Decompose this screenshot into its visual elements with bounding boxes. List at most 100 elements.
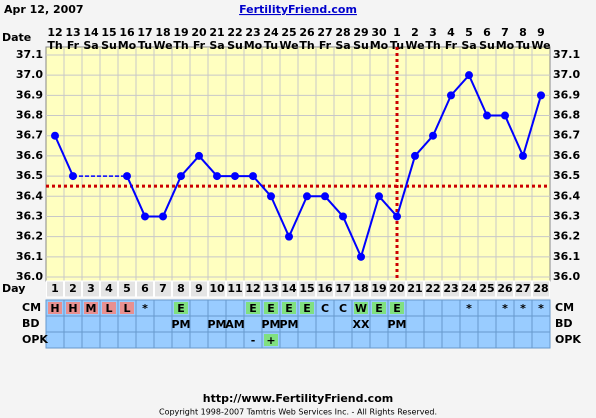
y-tick-label: 36.7 [16,129,43,142]
date: 18 [155,26,170,39]
day-cell [244,280,262,298]
day-number: 26 [497,282,513,295]
weekday: Fr [67,39,80,52]
cell-text: W [355,302,367,315]
date: 28 [335,26,350,39]
temperature-point [177,172,185,181]
day-cell [172,280,190,298]
weekday: Th [173,39,188,52]
day-number: 19 [371,282,386,295]
temperature-point [321,192,329,201]
site-link[interactable]: FertilityFriend.com [239,3,357,16]
day-cell [262,280,280,298]
weekday: Th [425,39,440,52]
weekday: Mo [496,39,515,52]
date: 26 [299,26,315,39]
y-tick-label-right: 36.5 [553,169,580,182]
day-cell [532,280,550,298]
weekday: Tu [138,39,152,52]
temperature-point [303,192,311,201]
day-number: 15 [299,282,314,295]
cell-highlight [66,302,80,314]
y-tick-label: 36.9 [16,88,43,101]
cell-text: H [50,302,59,315]
weekday: Mo [370,39,389,52]
y-tick-label-right: 36.2 [553,230,580,243]
temperature-point [51,131,59,140]
cell-highlight [264,334,278,346]
weekday: Fr [445,39,458,52]
temperature-point [501,111,509,120]
temperature-point [483,111,491,120]
cell-highlight [264,302,278,314]
weekday: Sa [461,39,476,52]
y-tick-label: 36.0 [16,270,43,283]
temperature-point [411,151,419,160]
cell-text: * [466,302,472,315]
date: 21 [209,26,224,39]
date: 22 [227,26,242,39]
temperature-point [213,172,221,181]
cell-text: E [375,302,383,315]
date: 8 [519,26,527,39]
date-label: Date [2,31,31,44]
day-number: 9 [195,282,203,295]
cell-text: E [285,302,293,315]
date: 9 [537,26,545,39]
date: 13 [65,26,80,39]
day-label: Day [2,282,25,295]
y-tick-label-right: 36.7 [553,129,580,142]
cell-text: E [249,302,257,315]
temperature-point [231,172,239,181]
day-cell [154,280,172,298]
date: 4 [447,26,455,39]
day-number: 21 [407,282,422,295]
day-number: 6 [141,282,149,295]
y-tick-label-right: 36.3 [553,209,580,222]
footer-url: http://www.FertilityFriend.com [203,392,393,405]
cell-text: L [123,302,130,315]
day-cell [190,280,208,298]
y-tick-label: 36.4 [16,189,43,202]
y-tick-label-right: 37.1 [553,48,580,61]
weekday: We [405,39,424,52]
day-number: 2 [69,282,77,295]
cell-text: PM [261,318,280,331]
date: 3 [429,26,437,39]
day-cell [388,280,406,298]
date: 12 [47,26,62,39]
y-tick-label: 36.1 [16,250,43,263]
cell-text: E [393,302,401,315]
day-cell [406,280,424,298]
cell-text: E [303,302,311,315]
row-label: BD [22,317,40,330]
cell-text: E [267,302,275,315]
cell-text: PM [279,318,298,331]
temperature-point [267,192,275,201]
cell-text: L [105,302,112,315]
cell-text: AM [225,318,244,331]
temperature-point [339,212,347,221]
cell-text: PM [207,318,226,331]
y-tick-label: 37.0 [16,68,43,81]
cell-text: * [520,302,526,315]
temperature-point [195,151,203,160]
temperature-point [447,91,455,100]
y-tick-label-right: 36.4 [553,189,580,202]
day-number: 5 [123,282,131,295]
day-number: 10 [209,282,225,295]
cell-text: H [68,302,77,315]
day-cell [442,280,460,298]
cell-text: E [177,302,185,315]
cell-text: M [86,302,97,315]
cell-text: PM [171,318,190,331]
day-number: 14 [281,282,297,295]
y-tick-label: 36.3 [16,209,43,222]
weekday: Sa [83,39,98,52]
y-tick-label-right: 36.0 [553,270,580,283]
cell-text: - [251,334,256,347]
y-tick-label-right: 36.1 [553,250,580,263]
cell-highlight [48,302,62,314]
weekday: Th [299,39,314,52]
cell-highlight [120,302,134,314]
